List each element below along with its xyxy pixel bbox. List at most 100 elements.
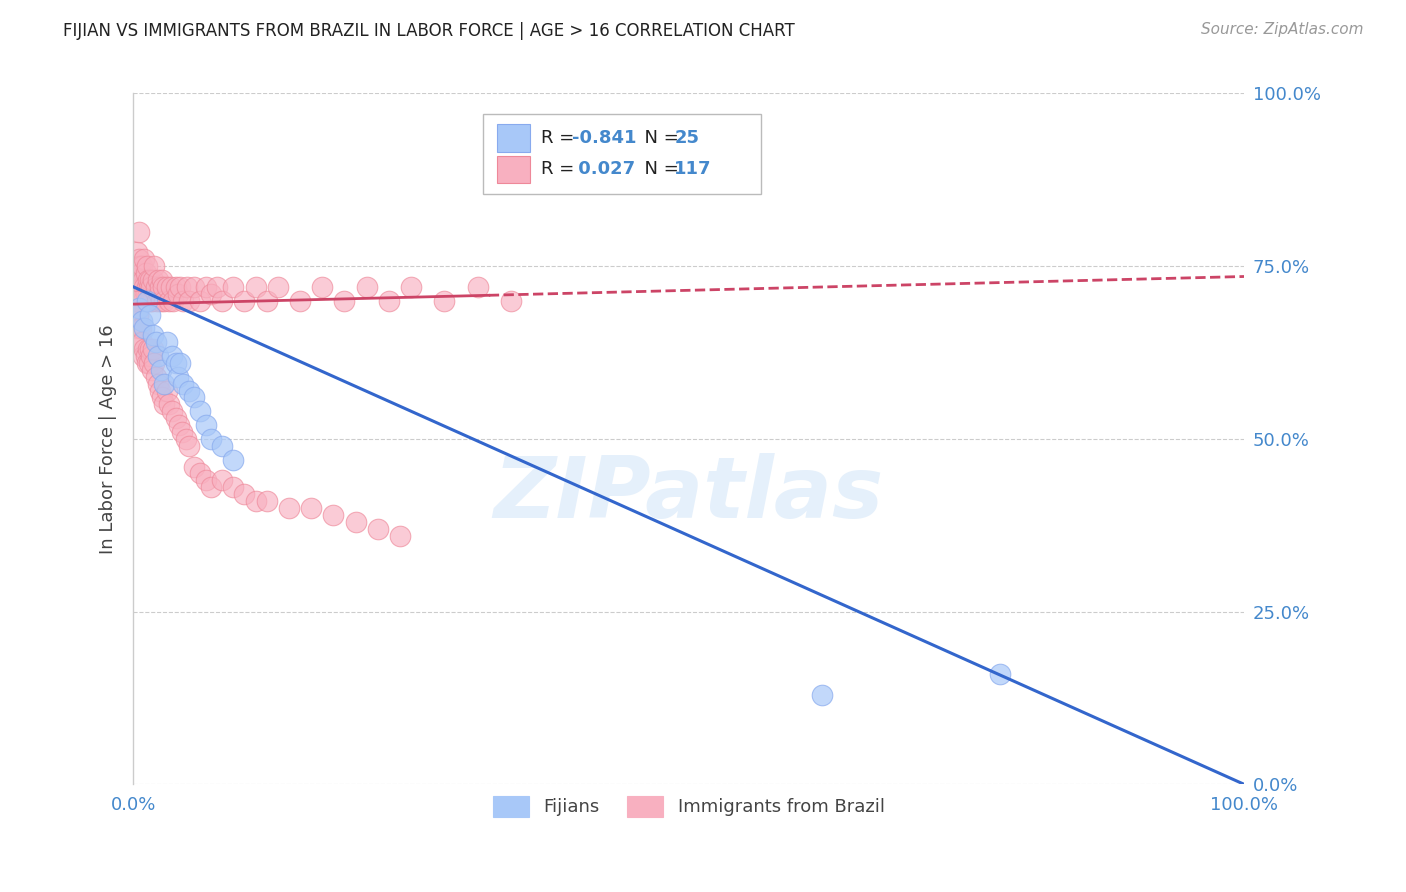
- Point: [124, 308, 146, 322]
- Text: N =: N =: [633, 161, 685, 178]
- Point: [146, 349, 169, 363]
- Text: 0.027: 0.027: [572, 161, 636, 178]
- Text: R =: R =: [541, 161, 581, 178]
- Point: [129, 321, 152, 335]
- Point: [128, 301, 150, 315]
- Point: [138, 356, 160, 370]
- Point: [146, 376, 169, 391]
- Point: [139, 342, 162, 356]
- Point: [200, 480, 222, 494]
- Point: [172, 425, 194, 439]
- Point: [177, 384, 200, 398]
- Point: [145, 335, 167, 350]
- Point: [125, 293, 148, 308]
- Point: [156, 280, 179, 294]
- Text: R =: R =: [541, 129, 581, 147]
- Point: [143, 259, 166, 273]
- Point: [142, 273, 165, 287]
- Point: [132, 293, 155, 308]
- Point: [194, 418, 217, 433]
- Point: [135, 293, 157, 308]
- Point: [152, 280, 174, 294]
- Point: [311, 280, 333, 294]
- Point: [139, 308, 162, 322]
- Point: [256, 494, 278, 508]
- Point: [129, 280, 152, 294]
- Point: [141, 293, 163, 308]
- Point: [277, 501, 299, 516]
- Point: [135, 266, 157, 280]
- Point: [157, 293, 180, 308]
- Point: [124, 280, 146, 294]
- Point: [501, 293, 523, 308]
- Point: [188, 293, 211, 308]
- Point: [167, 418, 190, 433]
- Point: [388, 528, 411, 542]
- Point: [150, 391, 173, 405]
- Point: [166, 286, 188, 301]
- Point: [129, 286, 152, 301]
- Point: [288, 293, 311, 308]
- Point: [172, 376, 194, 391]
- Point: [132, 349, 155, 363]
- Point: [811, 688, 834, 702]
- Point: [172, 293, 194, 308]
- Point: [150, 363, 173, 377]
- Point: [125, 259, 148, 273]
- Legend: Fijians, Immigrants from Brazil: Fijians, Immigrants from Brazil: [486, 789, 891, 824]
- Y-axis label: In Labor Force | Age > 16: In Labor Force | Age > 16: [100, 324, 117, 554]
- Point: [129, 335, 152, 350]
- Point: [188, 404, 211, 418]
- Point: [135, 349, 157, 363]
- Point: [132, 273, 155, 287]
- Point: [142, 328, 165, 343]
- Point: [200, 432, 222, 446]
- Point: [131, 280, 153, 294]
- Point: [124, 321, 146, 335]
- Point: [129, 266, 152, 280]
- Point: [233, 487, 256, 501]
- Point: [127, 273, 149, 287]
- Point: [153, 376, 176, 391]
- Point: [143, 356, 166, 370]
- Point: [125, 245, 148, 260]
- FancyBboxPatch shape: [484, 114, 761, 194]
- Point: [149, 280, 172, 294]
- Point: [267, 280, 290, 294]
- Point: [194, 474, 217, 488]
- Point: [174, 432, 197, 446]
- Point: [135, 280, 157, 294]
- FancyBboxPatch shape: [496, 155, 530, 183]
- Point: [160, 349, 183, 363]
- Point: [367, 522, 389, 536]
- Point: [378, 293, 401, 308]
- Point: [148, 286, 170, 301]
- Point: [166, 369, 188, 384]
- Text: N =: N =: [633, 129, 685, 147]
- Point: [200, 286, 222, 301]
- Point: [127, 308, 149, 322]
- Text: Source: ZipAtlas.com: Source: ZipAtlas.com: [1201, 22, 1364, 37]
- Point: [138, 280, 160, 294]
- Point: [176, 280, 198, 294]
- Point: [150, 273, 173, 287]
- Point: [165, 356, 187, 370]
- Point: [136, 342, 159, 356]
- Point: [194, 280, 217, 294]
- Point: [299, 501, 322, 516]
- Point: [134, 252, 156, 267]
- Point: [131, 335, 153, 350]
- Point: [139, 273, 162, 287]
- Point: [139, 293, 162, 308]
- Point: [128, 252, 150, 267]
- Point: [146, 273, 169, 287]
- Point: [145, 280, 167, 294]
- Point: [165, 411, 187, 425]
- Point: [333, 293, 356, 308]
- Point: [177, 439, 200, 453]
- Point: [467, 280, 489, 294]
- Point: [145, 369, 167, 384]
- Point: [233, 293, 256, 308]
- FancyBboxPatch shape: [496, 125, 530, 153]
- Point: [124, 293, 146, 308]
